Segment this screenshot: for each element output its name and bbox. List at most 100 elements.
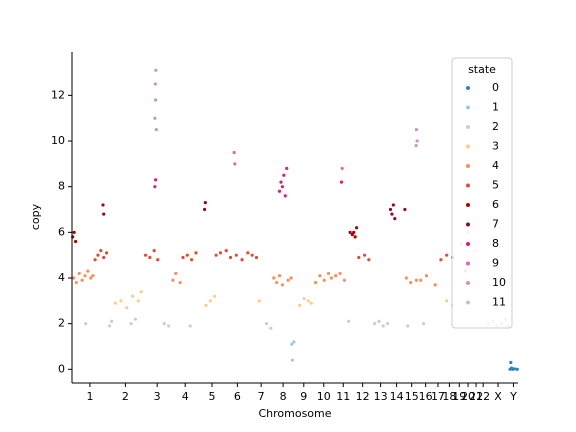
x-tick-label: 7 xyxy=(258,390,265,403)
x-tick-label: 22 xyxy=(476,390,490,403)
legend-marker xyxy=(466,183,470,188)
point xyxy=(439,258,443,262)
y-tick-label: 4 xyxy=(58,271,65,284)
point xyxy=(414,278,419,282)
point xyxy=(404,276,408,280)
point xyxy=(350,233,354,237)
point xyxy=(86,269,90,273)
point xyxy=(445,299,449,303)
legend-marker xyxy=(466,125,470,129)
point xyxy=(107,324,112,328)
legend-marker xyxy=(466,300,470,305)
point xyxy=(152,249,156,253)
point xyxy=(393,217,397,221)
x-tick-label: 6 xyxy=(234,390,241,403)
point xyxy=(275,280,279,285)
point xyxy=(269,326,273,330)
point xyxy=(234,253,238,257)
point xyxy=(509,360,513,365)
point xyxy=(104,251,109,255)
point xyxy=(250,253,254,257)
point xyxy=(264,322,269,326)
x-tick-label: 10 xyxy=(317,390,331,403)
point xyxy=(101,203,105,207)
x-tick-label: 17 xyxy=(431,390,445,403)
point xyxy=(388,207,393,212)
point xyxy=(213,294,217,298)
legend-marker xyxy=(466,144,470,149)
point xyxy=(357,255,361,260)
x-tick-label: 11 xyxy=(336,390,350,403)
x-tick-label: 20 xyxy=(461,390,475,403)
legend-marker xyxy=(466,164,470,168)
point xyxy=(406,324,410,328)
point xyxy=(203,201,207,205)
point xyxy=(96,253,100,257)
point xyxy=(93,258,97,262)
point xyxy=(353,235,357,239)
point xyxy=(445,253,449,257)
point xyxy=(313,280,318,285)
point xyxy=(277,274,282,278)
point xyxy=(162,322,166,326)
point xyxy=(91,274,95,278)
x-tick-label: 18 xyxy=(442,390,456,403)
legend-label: 5 xyxy=(492,179,499,192)
point xyxy=(224,249,228,253)
point xyxy=(373,322,377,326)
y-tick-label: 8 xyxy=(58,180,65,193)
legend-marker xyxy=(466,261,470,266)
point xyxy=(194,251,198,255)
point xyxy=(298,303,302,307)
x-tick-label: 8 xyxy=(280,390,287,403)
point xyxy=(218,251,223,255)
point xyxy=(257,299,261,303)
point xyxy=(130,294,135,298)
x-tick-label: 5 xyxy=(208,390,215,403)
point xyxy=(208,299,212,303)
point xyxy=(102,212,106,216)
point xyxy=(391,203,395,207)
point xyxy=(153,116,157,120)
point xyxy=(362,253,367,257)
point xyxy=(240,258,244,262)
legend-label: 3 xyxy=(492,140,499,153)
legend-label: 4 xyxy=(492,159,499,172)
point xyxy=(309,301,313,305)
point xyxy=(99,249,103,253)
point xyxy=(381,324,385,328)
point xyxy=(113,301,117,305)
x-tick-label: 12 xyxy=(356,390,370,403)
point xyxy=(153,185,157,189)
y-tick-label: 6 xyxy=(58,225,65,238)
point xyxy=(232,150,236,155)
point xyxy=(355,226,359,230)
y-tick-label: 12 xyxy=(51,88,65,101)
point xyxy=(185,253,189,257)
point xyxy=(347,319,351,323)
point xyxy=(338,271,342,276)
point xyxy=(280,283,284,287)
point xyxy=(178,280,182,285)
x-tick-label: 19 xyxy=(452,390,466,403)
point xyxy=(377,319,381,323)
point xyxy=(214,253,218,257)
legend-label: 10 xyxy=(492,276,506,289)
point xyxy=(143,253,148,257)
x-tick-label: 4 xyxy=(182,390,189,403)
point xyxy=(80,278,84,282)
legend-label: 7 xyxy=(492,218,499,231)
point xyxy=(367,258,371,262)
point xyxy=(289,276,293,280)
point xyxy=(385,322,390,326)
point xyxy=(156,258,160,262)
point xyxy=(279,180,283,184)
point xyxy=(283,194,287,198)
point xyxy=(153,178,158,182)
point xyxy=(204,303,208,307)
point xyxy=(228,255,233,260)
point xyxy=(272,276,276,280)
point xyxy=(326,271,331,276)
point xyxy=(246,251,250,255)
